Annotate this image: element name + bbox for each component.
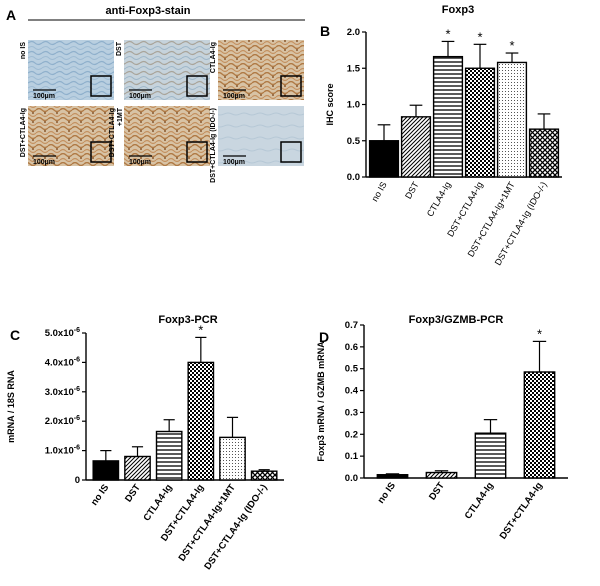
- x-category-label: DST: [403, 180, 421, 201]
- y-tick-label: 0.0: [347, 172, 360, 183]
- x-category-label: DST: [123, 482, 143, 504]
- bar: [376, 474, 409, 479]
- y-tick-label: 0.5: [347, 136, 361, 147]
- bar: [219, 436, 246, 481]
- chart-title: Foxp3: [442, 4, 474, 16]
- y-tick-label: 0.1: [345, 451, 359, 462]
- y-tick-label: 5.0x10-6: [45, 327, 80, 339]
- y-tick-label: 0.5: [345, 364, 359, 375]
- significance-star: *: [445, 26, 450, 41]
- chart-title: Foxp3-PCR: [158, 314, 217, 326]
- micrograph-inset: [280, 141, 302, 163]
- micrograph-label: DST+CTLA4-Ig (IDO-/-): [210, 108, 217, 183]
- y-tick-label: 1.0x10-6: [45, 445, 80, 457]
- bar: [187, 361, 215, 481]
- significance-star: *: [537, 326, 542, 341]
- y-axis-label: Foxp3 mRNA / GZMB mRNA: [316, 341, 326, 462]
- panel-letter: D: [319, 329, 329, 345]
- bar: [124, 455, 151, 481]
- micrograph-label: CTLA4-Ig: [210, 42, 217, 73]
- panel-letter: B: [320, 23, 330, 39]
- bar: [464, 67, 496, 178]
- y-tick-label: 0.6: [345, 342, 358, 353]
- y-tick-label: 0.3: [345, 407, 358, 418]
- y-axis-label: mRNA / 18S RNA: [6, 370, 16, 443]
- y-axis-label: IHC score: [325, 83, 335, 125]
- y-tick-label: 4.0x10-6: [45, 356, 80, 368]
- scale-bar-label: 100µm: [223, 93, 245, 100]
- micrograph-inset: [280, 75, 302, 97]
- bar: [155, 430, 183, 481]
- scale-bar-label: 100µm: [129, 159, 151, 166]
- bar: [496, 61, 528, 178]
- scale-bar-label: 100µm: [33, 159, 55, 166]
- chart-panel-c: C Foxp3-PCR 0 1.0x10-6 2.0x10-6 3.0x10-6 4.0x1…: [6, 314, 284, 572]
- x-category-label: DST: [427, 480, 447, 502]
- bar: [528, 128, 560, 178]
- x-category-label: CTLA4-Ig: [463, 480, 496, 521]
- micrograph-inset: [90, 141, 112, 163]
- x-category-label: no IS: [370, 180, 389, 203]
- micrograph: 100µm DST: [116, 40, 210, 100]
- scale-bar-label: 100µm: [129, 93, 151, 100]
- x-category-label: DST+CTLA4-Ig (IDO-/-): [202, 482, 269, 572]
- panel-a-letter: A: [6, 7, 16, 23]
- scale-bar-label: 100µm: [33, 93, 55, 100]
- micrograph: 100µm no IS: [20, 40, 114, 100]
- bar: [432, 55, 464, 178]
- micrograph-inset: [90, 75, 112, 97]
- y-tick-label: 0.4: [345, 386, 359, 397]
- y-tick-label: 0: [75, 475, 80, 486]
- chart-title: Foxp3/GZMB-PCR: [409, 314, 504, 326]
- micrograph-label: DST: [116, 41, 123, 56]
- micrograph-label: no IS: [20, 42, 27, 59]
- y-tick-label: 1.0: [347, 100, 360, 111]
- scale-bar-label: 100µm: [223, 159, 245, 166]
- bar: [92, 460, 120, 481]
- x-category-label: CTLA4-Ig: [141, 482, 174, 523]
- chart-panel-b: B Foxp3 0.0 0.5 1.0 1.5 2.0 IHC score no IS DST * C…: [320, 4, 562, 267]
- y-tick-label: 1.5: [347, 63, 361, 74]
- y-tick-label: 2.0: [347, 27, 360, 38]
- significance-star: *: [477, 29, 482, 44]
- x-category-label: DST+CTLA4-Ig: [498, 480, 545, 541]
- bar: [474, 432, 507, 479]
- micrograph: 100µm DST+CTLA4-Ig (IDO-/-): [210, 106, 304, 183]
- panel-letter: C: [10, 327, 20, 343]
- bar: [400, 116, 432, 178]
- x-category-label: no IS: [376, 480, 398, 505]
- panel-a-title: anti-Foxp3-stain: [106, 5, 191, 17]
- micrograph-label: +1MT: [117, 107, 124, 126]
- x-category-label: no IS: [89, 482, 111, 507]
- chart-panel-d: D Foxp3/GZMB-PCR 0.0 0.1 0.2 0.3 0.4 0.5 0.6 0.7 F…: [316, 314, 568, 541]
- bar: [368, 140, 400, 178]
- micrograph: 100µm CTLA4-Ig: [210, 40, 304, 100]
- micrograph: 100µm DST+CTLA4-Ig +1MT: [109, 106, 210, 166]
- significance-star: *: [198, 322, 203, 337]
- x-category-label: CTLA4-Ig: [425, 180, 453, 218]
- micrograph-label: DST+CTLA4-Ig: [109, 108, 116, 157]
- x-category-label: DST+CTLA4-Ig+1MT: [177, 482, 238, 563]
- y-tick-label: 0.2: [345, 429, 358, 440]
- significance-star: *: [509, 38, 514, 53]
- micrograph-inset: [186, 75, 208, 97]
- y-tick-label: 2.0x10-6: [45, 415, 80, 427]
- micrograph-inset: [186, 141, 208, 163]
- micrograph: 100µm DST+CTLA4-Ig: [20, 106, 114, 166]
- bar: [425, 471, 458, 479]
- bar: [250, 470, 278, 481]
- bar: [523, 371, 556, 479]
- y-tick-label: 0.0: [345, 473, 358, 484]
- y-tick-label: 0.7: [345, 320, 358, 331]
- y-tick-label: 3.0x10-6: [45, 386, 80, 398]
- micrograph-label: DST+CTLA4-Ig: [20, 108, 27, 157]
